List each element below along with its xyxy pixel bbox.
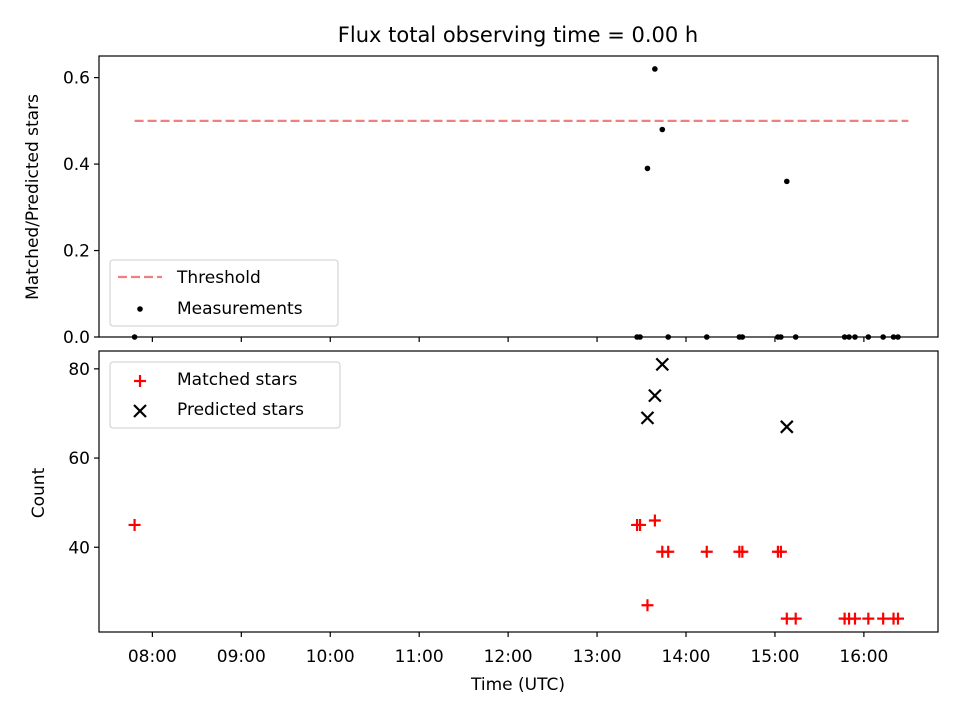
ratio-panel-frame (98, 55, 939, 338)
predicted-star-point (640, 411, 655, 425)
matched-star-point (877, 612, 890, 625)
count-legend: Matched stars Predicted stars (109, 361, 341, 429)
x-axis-label: Time (UTC) (470, 675, 565, 695)
count-y-axis-label: Count (29, 467, 49, 518)
x-tick-label: 11:00 (395, 647, 444, 667)
x-tick-label: 10:00 (306, 647, 355, 667)
matched-star-point (862, 612, 875, 625)
ratio-y-tick-label: 0.4 (63, 155, 90, 175)
ratio-y-tick-label: 0.0 (63, 328, 90, 348)
predicted-star-point (655, 357, 670, 372)
matched-star-point (736, 545, 749, 558)
matched-star-point (848, 612, 861, 625)
x-tick-label: 13:00 (573, 647, 622, 667)
ratio-y-tick-label: 0.2 (63, 242, 90, 262)
x-tick-label: 08:00 (128, 647, 177, 667)
threshold-legend-label: Threshold (176, 268, 261, 288)
count-marks (128, 357, 904, 625)
matched-star-point (774, 545, 787, 558)
matched-star-point (648, 514, 661, 527)
ratio-y-tick-label: 0.6 (63, 69, 90, 89)
x-tick-label: 09:00 (217, 647, 266, 667)
predicted-star-point (780, 420, 794, 434)
predicted-star-point (648, 388, 662, 403)
matched-star-point (128, 518, 141, 531)
count-axis-ticks: 08:00 09:00 10:00 11:00 12:00 13:00 14:00 15:00… (68, 360, 888, 667)
measurement-point (659, 126, 666, 133)
matched-legend-swatch (134, 375, 146, 387)
chart-title: Flux total observing time = 0.00 h (338, 23, 698, 47)
measurement-point (652, 66, 658, 72)
matched-star-point (662, 545, 675, 558)
matched-legend-label: Matched stars (177, 370, 297, 390)
predicted-legend-swatch (133, 404, 147, 418)
matched-star-point (641, 599, 654, 612)
count-y-tick-label: 40 (68, 538, 90, 558)
count-y-tick-label: 80 (68, 360, 90, 380)
matched-star-point (891, 612, 904, 625)
ratio-legend-box (109, 259, 339, 327)
x-tick-label: 15:00 (750, 647, 799, 667)
count-legend-box (109, 361, 341, 429)
ratio-legend: Threshold Measurements (109, 259, 339, 327)
predicted-legend-label: Predicted stars (177, 400, 304, 420)
matched-star-point (634, 518, 647, 531)
matched-star-point (700, 545, 713, 558)
count-panel: 08:00 09:00 10:00 11:00 12:00 13:00 14:00 15:00… (29, 350, 939, 695)
ratio-y-axis-label: Matched/Predicted stars (23, 94, 43, 300)
x-tick-label: 16:00 (839, 647, 888, 667)
ratio-panel: 0.0 0.2 0.4 0.6 Matched/Predicted stars Thr… (23, 55, 939, 348)
measurements-legend-swatch (137, 306, 143, 312)
ratio-axis-ticks: 0.0 0.2 0.4 0.6 (63, 69, 865, 348)
count-y-tick-label: 60 (68, 449, 90, 469)
measurement-point (644, 165, 651, 172)
count-panel-frame (98, 350, 939, 633)
measurement-point (784, 178, 790, 185)
x-tick-label: 12:00 (484, 647, 533, 667)
x-tick-label: 14:00 (662, 647, 711, 667)
measurements-legend-label: Measurements (177, 299, 303, 319)
matched-star-point (789, 612, 802, 625)
